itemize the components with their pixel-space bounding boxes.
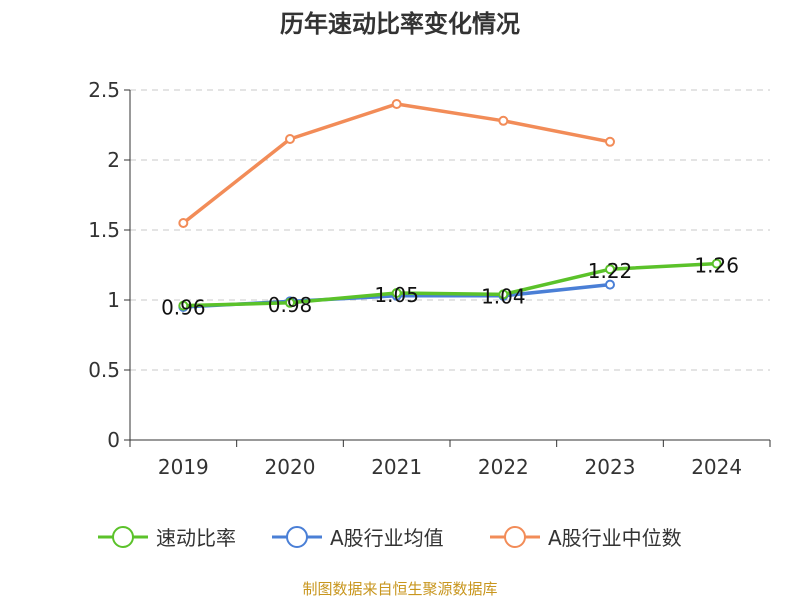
data-point (285, 134, 295, 144)
x-tick-label: 2024 (691, 455, 742, 479)
data-point (391, 288, 402, 298)
y-tick-label: 2.5 (88, 78, 120, 102)
legend-marker-icon (112, 526, 134, 548)
chart-title: 历年速动比率变化情况 (280, 10, 520, 38)
data-point (391, 99, 402, 109)
data-label: 1.04 (481, 284, 526, 308)
y-tick-label: 2 (107, 148, 120, 172)
x-tick-label: 2019 (158, 455, 209, 479)
legend-item[interactable]: 速动比率 (98, 526, 236, 550)
data-point (498, 289, 509, 300)
data-label: 1.22 (588, 259, 633, 283)
data-label: 1.05 (374, 283, 419, 307)
y-tick-label: 1.5 (88, 218, 120, 242)
series-lines (178, 99, 722, 312)
data-point (605, 136, 615, 147)
data-point (498, 115, 509, 126)
legend-marker-icon (286, 526, 308, 548)
x-tick-label: 2022 (478, 455, 529, 479)
data-label: 0.96 (161, 296, 206, 320)
axes (124, 89, 771, 447)
data-point (605, 264, 615, 275)
data-point (178, 300, 189, 311)
data-point (285, 297, 295, 308)
data-point (711, 258, 722, 269)
data-point (605, 279, 615, 290)
y-tick-label: 0 (107, 428, 120, 452)
legend-label: 速动比率 (156, 526, 236, 550)
data-point (178, 218, 189, 228)
x-tick-label: 2023 (585, 455, 636, 479)
x-tick-label: 2021 (371, 455, 422, 479)
legend-label: A股行业中位数 (548, 526, 682, 550)
source-note: 制图数据来自恒生聚源数据库 (302, 580, 498, 598)
legend-item[interactable]: A股行业均值 (272, 526, 444, 550)
tick-labels: 0 0.5 1 1.5 2 2.5 2019 2020 2021 2022 2023 2024 (88, 78, 742, 479)
x-tick-label: 2020 (265, 455, 316, 479)
legend-marker-icon (504, 526, 526, 548)
legend-item[interactable]: A股行业中位数 (490, 526, 682, 550)
grid-lines (130, 89, 770, 371)
series-line (181, 261, 719, 308)
legend[interactable]: 速动比率 A股行业均值 A股行业中位数 (98, 526, 682, 550)
data-label: 1.26 (694, 254, 739, 278)
y-tick-label: 0.5 (88, 358, 120, 382)
data-label: 0.98 (268, 293, 313, 317)
y-tick-label: 1 (107, 288, 120, 312)
data-labels: 0.96 0.98 1.05 1.04 1.22 1.26 (161, 254, 739, 320)
series-line (181, 102, 612, 225)
legend-label: A股行业均值 (330, 526, 444, 550)
